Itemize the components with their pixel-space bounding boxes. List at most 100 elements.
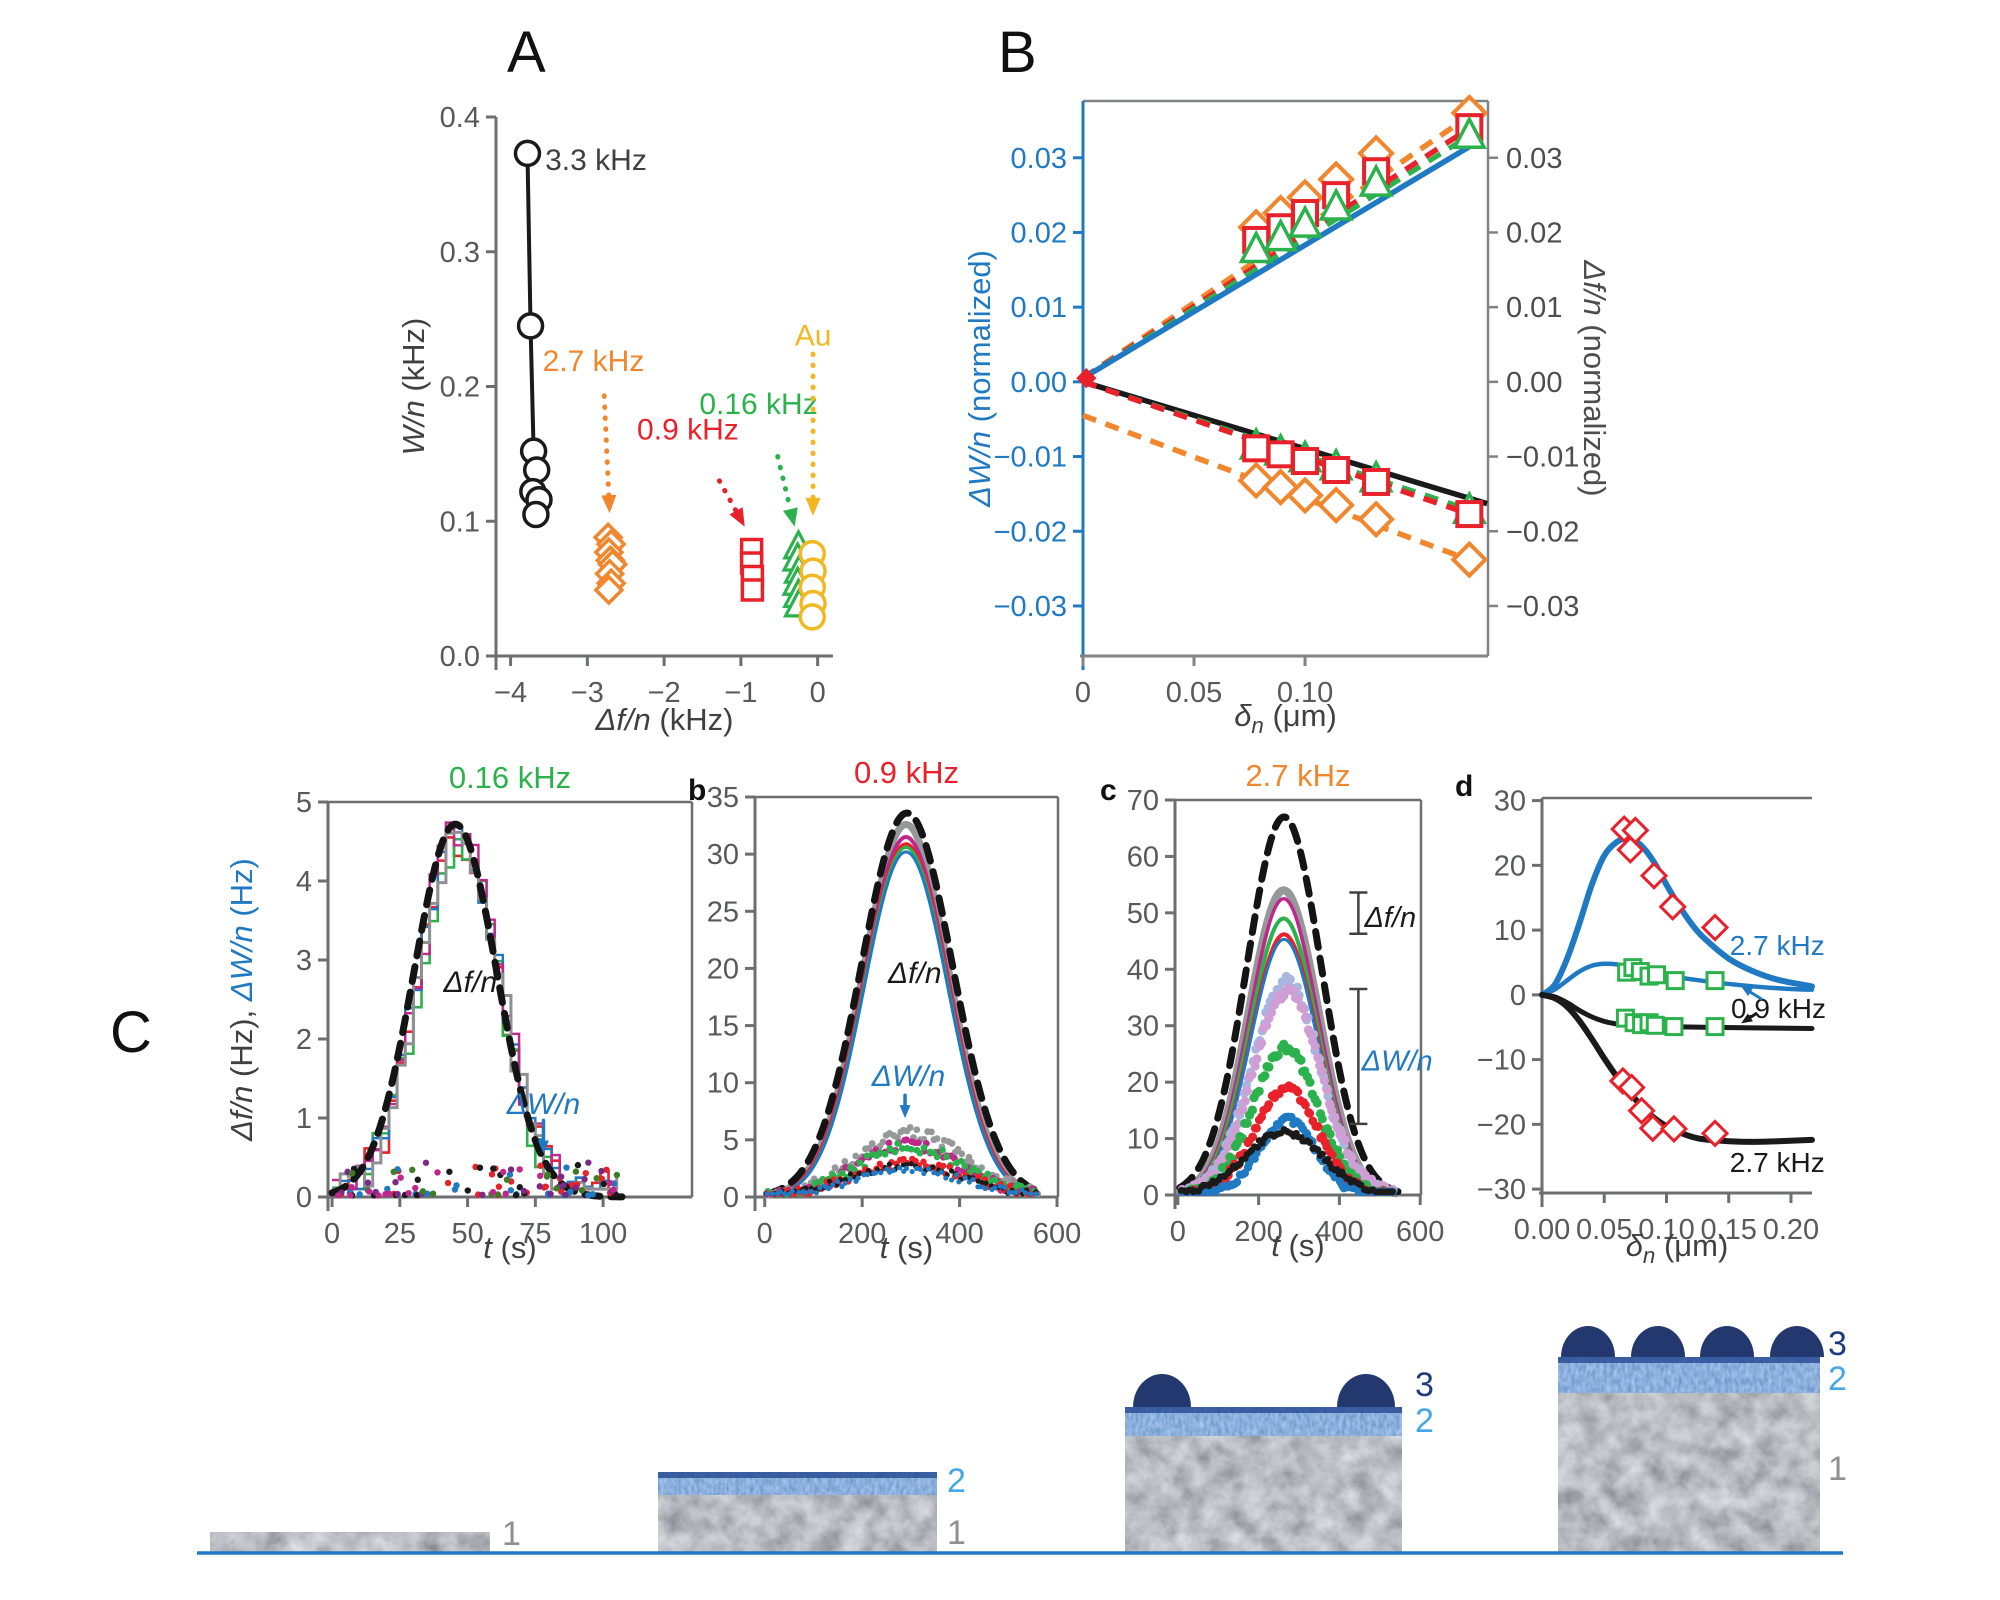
panel-a-chart: 0 25 50 75 100 0 1 2 3 4 5 t (s) Δf/n (Hz), ΔW/n (Hz… [224,760,694,1265]
svg-text:30: 30 [1127,1011,1159,1043]
svg-text:0.01: 0.01 [1506,292,1562,324]
svg-text:0.00: 0.00 [1506,367,1562,399]
svg-text:20: 20 [1494,850,1526,882]
substrate-layer [658,1495,937,1553]
svg-text:100: 100 [579,1218,627,1250]
svg-text:0.4: 0.4 [440,102,480,134]
series-Au-circles [798,539,827,631]
svg-text:−20: −20 [1477,1109,1526,1141]
series-step-gray [332,830,619,1191]
range-bracket [1349,891,1368,935]
series-low-orange-diamonds [1237,461,1489,579]
annotation: Δf/n [443,966,497,999]
svg-text:200: 200 [1234,1216,1282,1248]
annotation: 2.7 kHz [543,345,645,378]
svg-text:0.05: 0.05 [1576,1214,1632,1246]
annotation: 2.7 kHz [1730,930,1825,961]
svg-text:−3: −3 [571,677,604,709]
svg-text:0: 0 [1143,1180,1159,1212]
droplet-dome [1700,1326,1754,1357]
svg-text:600: 600 [1396,1216,1444,1248]
series-red-diamonds-low [1608,1066,1730,1148]
axes: 0 0.05 0.10 0.03 0.02 0.01 0.00 −0.01 −0.02 −0.03… [962,99,1612,738]
svg-text:200: 200 [838,1218,886,1250]
series-dashed-fit [763,809,1042,1198]
series-dW-blue [764,1165,1039,1197]
droplet-dome [1770,1326,1824,1357]
droplet-dome [1631,1326,1685,1357]
svg-text:δn (μm): δn (μm) [1234,698,1337,738]
annotation: Au [795,319,832,352]
svg-text:t (s): t (s) [483,1230,536,1265]
annotation: ΔW/n [871,1060,945,1093]
series-3.3kHz-circles [513,139,553,529]
axes: 0.00 0.05 0.10 0.15 0.20 −30 −20 −10 0 10 20 30 δn (… [1477,786,1819,1268]
svg-text:δn (μm): δn (μm) [1626,1228,1729,1268]
annotation: 3.3 kHz [545,144,647,177]
panel-A-chart: −4 −3 −2 −1 0 0.0 0.1 0.2 0.3 0.4 Δf/n (kHz) W/n (k… [396,102,833,737]
panel-b-letter: B [998,20,1037,85]
svg-text:4: 4 [296,866,312,898]
svg-text:0: 0 [757,1218,773,1250]
droplet-dome [1133,1374,1191,1407]
series-blue-2.7kHz [1539,835,1815,998]
panel-a-letter: A [507,20,546,85]
series-up-green-triangles [1238,115,1487,264]
svg-text:−0.02: −0.02 [1506,516,1579,548]
svg-text:ΔW/n (normalized): ΔW/n (normalized) [962,250,997,508]
series-origin-marker [1076,368,1097,389]
layer-number-label: 2 [1415,1402,1434,1440]
svg-text:3: 3 [296,945,312,977]
svg-text:0.16 kHz: 0.16 kHz [449,760,571,795]
annotation: Δf/n [887,957,941,990]
svg-text:25: 25 [384,1218,416,1250]
svg-text:400: 400 [1315,1216,1363,1248]
panel-c-letter: C [110,1000,152,1065]
svg-text:−0.03: −0.03 [994,591,1067,623]
series-dashed-fit [1176,813,1402,1196]
series-step-green [332,837,617,1191]
svg-text:0.05: 0.05 [1166,677,1222,709]
series-2.7kHz-diamonds [592,521,629,606]
substrate-layer [1558,1393,1820,1553]
svg-text:0.00: 0.00 [1514,1214,1570,1246]
svg-text:Δf/n (normalized): Δf/n (normalized) [1577,259,1612,496]
svg-text:0.20: 0.20 [1763,1214,1819,1246]
layer-number-label: 1 [1828,1450,1847,1488]
svg-text:10: 10 [1494,915,1526,947]
svg-text:−0.01: −0.01 [994,442,1067,474]
svg-text:30: 30 [1494,786,1526,818]
svg-text:0: 0 [810,677,826,709]
subpanel-letter-d: d [1455,770,1473,803]
svg-text:−4: −4 [494,677,527,709]
svg-text:0: 0 [1170,1216,1186,1248]
series-dashed-fit [328,820,626,1201]
layer-number-label: 2 [947,1462,966,1500]
series-step-red [332,836,617,1191]
axes: 0 25 50 75 100 0 1 2 3 4 5 t (s) Δf/n (Hz), ΔW/n (Hz… [224,787,694,1265]
svg-text:0: 0 [1075,677,1091,709]
svg-text:1: 1 [296,1103,312,1135]
svg-text:0.3: 0.3 [440,237,480,269]
svg-text:0.10: 0.10 [1277,677,1333,709]
schematic-block-film-plus-four-droplets: 32 1 [1558,1325,1847,1553]
svg-text:0: 0 [1510,980,1526,1012]
schematic-block-substrate-plus-film: 21 [658,1462,966,1553]
series-0.9kHz-squares [739,537,765,602]
svg-text:0.02: 0.02 [1011,217,1067,249]
layer-number-label: 1 [947,1514,966,1552]
svg-text:10: 10 [707,1068,739,1100]
series-dW-black [1177,1126,1396,1196]
layer-number-label: 3 [1828,1325,1847,1363]
svg-text:−10: −10 [1477,1045,1526,1077]
svg-text:−30: −30 [1477,1174,1526,1206]
series-red-diamonds-up [1610,814,1730,942]
droplet-dome [1561,1326,1615,1357]
svg-text:0.03: 0.03 [1506,143,1562,175]
svg-text:0.2: 0.2 [440,372,480,404]
svg-text:5: 5 [723,1125,739,1157]
annotation: 0.9 kHz [637,414,739,447]
